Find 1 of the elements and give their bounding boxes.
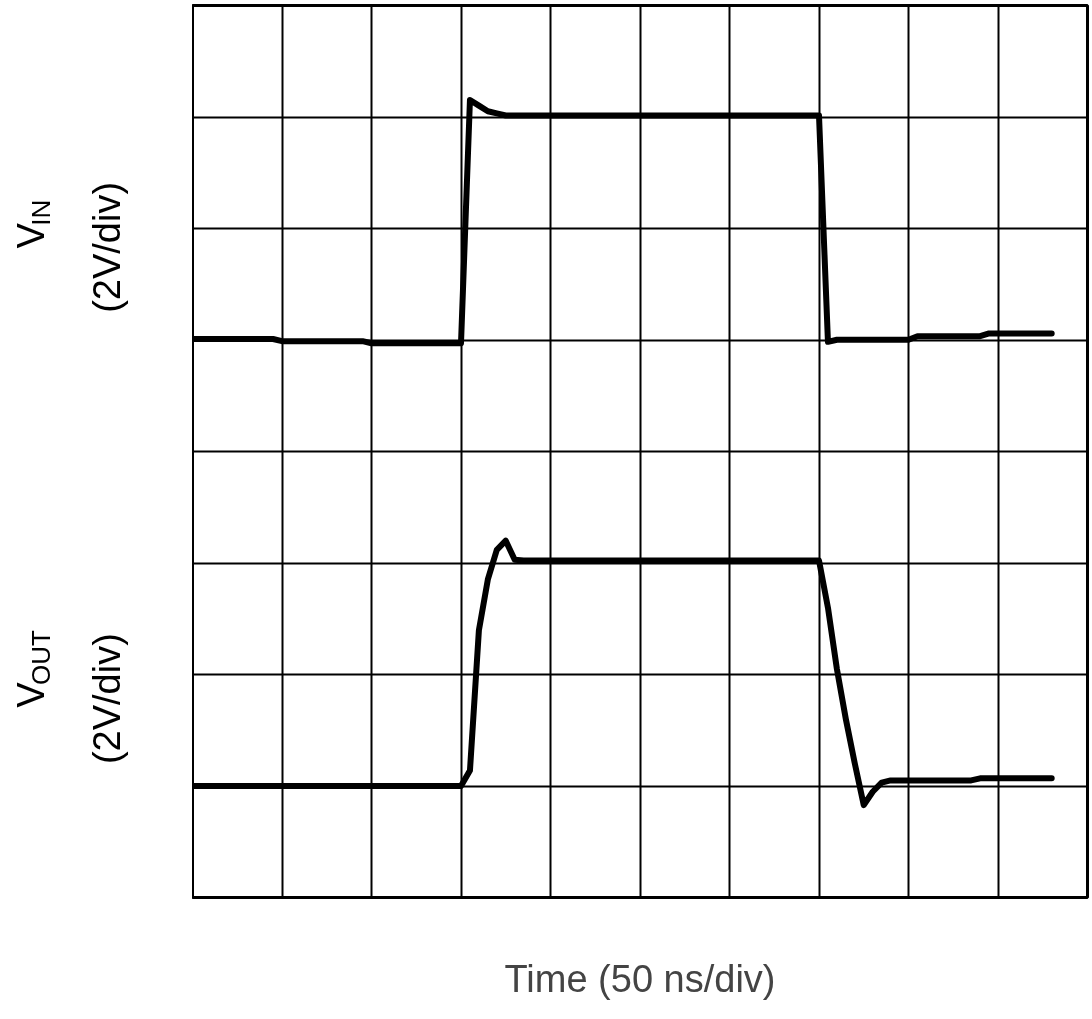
x-axis-title: Time (50 ns/div) bbox=[504, 957, 776, 1000]
